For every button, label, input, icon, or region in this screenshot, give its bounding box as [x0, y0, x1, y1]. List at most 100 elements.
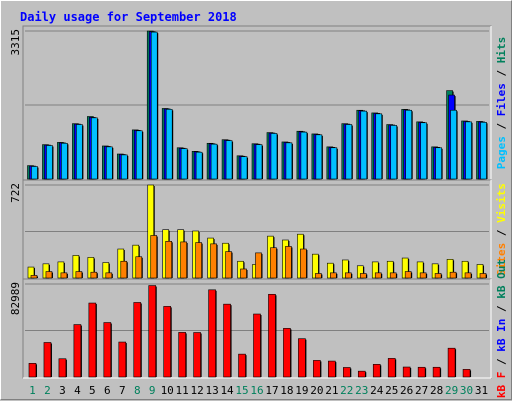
bar-kb-f-day-29	[447, 347, 456, 378]
bar-kb-f-day-13	[208, 289, 216, 378]
day-label-28: 28	[430, 384, 443, 397]
side-legend-hits: Pages / Files / Hits	[495, 37, 508, 170]
legend-part: Sites	[495, 243, 508, 276]
bar-pages-day-8	[135, 130, 143, 180]
panel-visits: 722 Sites / Visits	[9, 179, 508, 280]
bar-kb-f-day-23	[357, 370, 366, 378]
bar-sites-day-14	[225, 251, 232, 279]
legend-part: /	[495, 116, 508, 136]
day-label-15: 15	[235, 384, 248, 397]
bar-kb-f-day-1	[28, 363, 37, 378]
day-label-6: 6	[104, 384, 111, 397]
legend-part: Hits	[495, 37, 508, 64]
bar-sites-day-17	[270, 247, 277, 279]
legend-part: /	[495, 352, 508, 372]
bar-pages-day-24	[375, 113, 383, 180]
day-label-20: 20	[310, 384, 323, 397]
day-label-29: 29	[445, 384, 458, 397]
bar-sites-day-24	[374, 272, 382, 279]
day-label-3: 3	[59, 384, 66, 397]
y-max-label: 82989	[9, 282, 22, 315]
bar-pages-day-18	[285, 142, 293, 180]
day-label-13: 13	[205, 384, 218, 397]
bar-pages-day-17	[270, 133, 278, 180]
bar-pages-day-20	[315, 134, 323, 180]
bar-kb-f-day-14	[223, 303, 231, 378]
bar-pages-day-4	[76, 124, 83, 180]
bar-kb-f-day-9	[148, 285, 157, 378]
side-legend-kbytes: kB F / kB In / kB Out	[495, 259, 508, 398]
bar-sites-day-13	[210, 243, 217, 279]
bar-sites-day-19	[300, 248, 307, 279]
legend-part: /	[495, 299, 508, 319]
bar-sites-day-6	[105, 272, 113, 279]
bar-pages-day-26	[405, 109, 412, 180]
day-label-7: 7	[119, 384, 126, 397]
bar-pages-day-19	[300, 131, 308, 180]
bar-sites-day-30	[464, 272, 472, 279]
day-label-12: 12	[191, 384, 204, 397]
day-label-26: 26	[400, 384, 413, 397]
bar-kb-f-day-17	[268, 293, 276, 378]
y-max-label: 3315	[9, 29, 22, 56]
bar-pages-day-22	[345, 124, 353, 180]
day-label-14: 14	[220, 384, 234, 397]
day-label-2: 2	[44, 384, 51, 397]
bar-kb-f-day-10	[163, 306, 171, 378]
day-label-4: 4	[74, 384, 81, 397]
bar-kb-f-day-16	[253, 313, 261, 378]
legend-part: /	[495, 223, 508, 243]
bar-kb-f-day-21	[328, 360, 336, 378]
bar-pages-day-31	[480, 122, 487, 180]
bar-pages-day-3	[61, 142, 68, 180]
bar-sites-day-3	[60, 272, 68, 279]
bar-kb-f-day-20	[313, 360, 321, 378]
bar-pages-day-6	[106, 146, 113, 180]
bar-kb-f-day-4	[73, 324, 82, 378]
bar-pages-day-13	[210, 143, 218, 180]
bar-pages-day-14	[225, 140, 233, 180]
day-label-16: 16	[250, 384, 263, 397]
bar-pages-day-15	[240, 156, 248, 180]
bar-kb-f-day-26	[402, 366, 411, 378]
bar-sites-day-25	[389, 272, 397, 279]
bar-sites-day-12	[195, 242, 202, 279]
day-label-8: 8	[134, 384, 141, 397]
day-label-18: 18	[280, 384, 293, 397]
bar-pages-day-7	[120, 154, 128, 180]
day-label-27: 27	[415, 384, 428, 397]
day-label-5: 5	[89, 384, 96, 397]
legend-part: kB In	[495, 319, 508, 352]
bar-kb-f-day-11	[178, 332, 186, 378]
day-label-11: 11	[176, 384, 189, 397]
bar-sites-day-18	[285, 246, 292, 279]
bar-sites-day-16	[255, 252, 262, 279]
legend-part: /	[495, 63, 508, 83]
bar-sites-day-27	[419, 272, 427, 279]
bar-sites-day-9	[150, 235, 158, 279]
bar-sites-day-31	[479, 273, 487, 279]
bar-pages-day-10	[165, 109, 173, 180]
panel-hits: 3315 Pages / Files / Hits	[9, 25, 508, 181]
day-label-24: 24	[370, 384, 384, 397]
day-label-1: 1	[29, 384, 36, 397]
bar-pages-day-23	[360, 110, 368, 180]
bar-sites-day-11	[180, 241, 187, 279]
bar-pages-day-2	[46, 145, 53, 180]
bar-pages-day-11	[180, 148, 188, 180]
bar-sites-day-22	[345, 272, 352, 279]
bar-sites-day-26	[404, 271, 412, 279]
day-label-31: 31	[475, 384, 488, 397]
legend-part: Files	[495, 83, 508, 116]
bar-pages-day-28	[435, 147, 442, 180]
legend-part: Pages	[495, 136, 508, 169]
bar-sites-day-8	[135, 256, 143, 279]
bar-kb-f-day-18	[283, 328, 291, 378]
bar-kb-f-day-15	[238, 353, 246, 378]
bar-sites-day-15	[240, 268, 247, 279]
bar-sites-day-5	[90, 271, 98, 279]
day-label-17: 17	[265, 384, 278, 397]
bar-sites-day-23	[359, 273, 367, 279]
bar-sites-day-4	[75, 271, 83, 279]
